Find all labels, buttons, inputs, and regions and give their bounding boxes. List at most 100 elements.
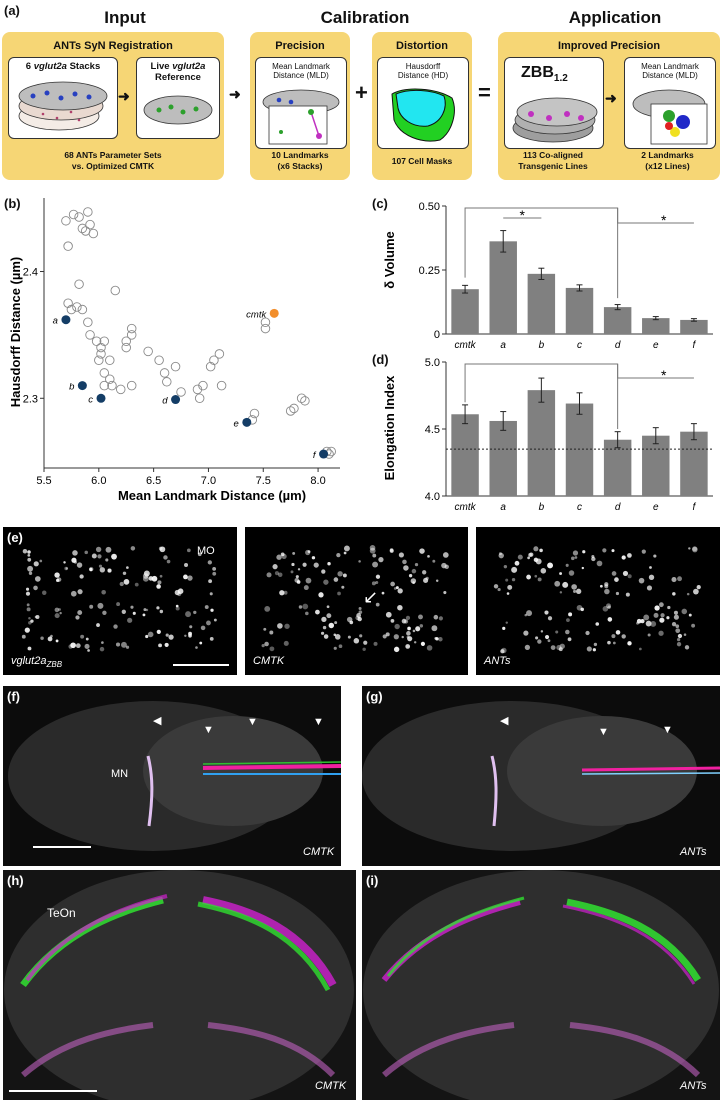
panel-label-e: (e): [7, 530, 23, 545]
micrograph-f: (f) MN ◀ ▼ ▼ ▼ CMTK: [3, 686, 341, 866]
cell-dot: [363, 640, 368, 645]
cell-dot: [602, 606, 609, 612]
data-point: [126, 330, 137, 340]
cell-dot: [313, 562, 319, 568]
data-point: [74, 279, 84, 289]
cell-dot: [302, 603, 309, 610]
cell-dot: [147, 631, 154, 638]
cell-dot: [544, 610, 549, 615]
cell-dot: [98, 564, 103, 568]
precision-title: Precision: [275, 40, 325, 52]
cell-dot: [284, 623, 290, 629]
cell-dot: [565, 629, 570, 635]
y-tick-label: 2.4: [23, 267, 38, 279]
cell-dot: [503, 564, 508, 569]
cell-dot: [572, 550, 579, 556]
cell-dot: [643, 614, 650, 621]
cell-dot: [84, 643, 90, 649]
cell-dot: [640, 619, 645, 624]
data-point: [296, 393, 307, 404]
bar: [565, 403, 594, 496]
cell-dot: [159, 609, 164, 614]
cell-dot: [63, 561, 66, 564]
significance-bracket: [617, 364, 694, 379]
cell-dot: [322, 625, 327, 630]
cell-dot: [641, 549, 646, 554]
cell-dot: [677, 576, 682, 582]
cell-dot: [72, 550, 78, 556]
cell-dot: [54, 613, 60, 619]
cell-dot: [443, 590, 447, 595]
cell-dot: [406, 631, 411, 636]
cell-dot: [607, 605, 611, 609]
cell-dot: [164, 642, 169, 648]
data-point: [115, 384, 126, 395]
cell-dot: [302, 562, 307, 567]
cell-dot: [410, 578, 417, 584]
cell-dot: [168, 634, 174, 640]
stacks-card-label: 6 vglut2a Stacks: [25, 61, 101, 72]
cell-dot: [269, 646, 275, 652]
y-tick-label: 4.5: [425, 424, 440, 436]
cell-dot: [544, 634, 550, 640]
significance-bracket: [464, 207, 619, 299]
cell-dot: [419, 548, 425, 554]
cell-dot: [444, 564, 449, 570]
cell-dot: [323, 634, 329, 639]
cell-dot: [269, 630, 274, 635]
data-point: [105, 355, 115, 366]
cell-dot: [174, 589, 180, 596]
arrowhead-icon: ◀: [500, 715, 509, 727]
cell-dot: [585, 630, 590, 636]
cell-dot: [40, 636, 44, 640]
cell-dot: [101, 641, 104, 644]
cell-dot: [323, 579, 329, 585]
cell-dot: [683, 633, 687, 636]
cmtk-label: CMTK: [315, 1080, 347, 1092]
panel-label-c: (c): [372, 196, 388, 211]
y-tick-label: 2.3: [23, 393, 38, 405]
cell-dot: [676, 641, 682, 647]
cell-dot: [75, 643, 81, 649]
cell-dot: [213, 618, 217, 622]
cell-dot: [295, 575, 299, 579]
cell-dot: [535, 558, 542, 565]
cell-dot: [621, 634, 626, 639]
cell-dot: [433, 614, 439, 620]
application-caption-1: 113 Co-aligned Transgenic Lines: [518, 150, 588, 171]
cell-dot: [562, 581, 569, 588]
x-tick-label: 6.5: [146, 475, 161, 487]
y-tick-label: 0.50: [419, 201, 440, 213]
significance-bracket: [464, 363, 619, 429]
input-caption: 68 ANTs Parameter Sets vs. Optimized CMTK: [64, 150, 162, 171]
cell-dot: [305, 577, 312, 584]
cell-dot: [607, 640, 611, 645]
data-point: [72, 302, 82, 312]
cell-dot: [210, 608, 214, 612]
mld-card-label: Mean Landmark Distance (MLD): [272, 62, 330, 81]
cell-dot: [22, 549, 28, 554]
cell-dot: [686, 592, 690, 596]
cell-dot: [298, 605, 303, 609]
cell-dot: [420, 641, 426, 646]
cell-dot: [28, 620, 32, 625]
cell-dot: [358, 610, 363, 614]
x-tick-label: a: [500, 502, 506, 510]
cell-dot: [412, 629, 416, 633]
cell-dot: [653, 554, 657, 558]
data-point: [63, 241, 73, 251]
cell-dot: [660, 613, 665, 618]
cell-dot: [157, 580, 162, 585]
bar-chart-c: δ Volume 0 0.25 0.50 cmtk a b c d e f * *: [382, 201, 713, 351]
cell-dot: [369, 547, 376, 554]
zbb-card: ZBB1.2: [504, 57, 604, 149]
cell-dot: [580, 607, 584, 612]
cell-dot: [186, 548, 191, 553]
arrow-icon: ➜: [605, 90, 617, 106]
bar: [527, 273, 556, 334]
arrowhead-icon: ▼: [203, 724, 214, 736]
cell-dot: [539, 548, 543, 553]
cell-dot: [326, 605, 330, 609]
cell-dot: [54, 572, 60, 578]
cell-dot: [607, 617, 613, 622]
